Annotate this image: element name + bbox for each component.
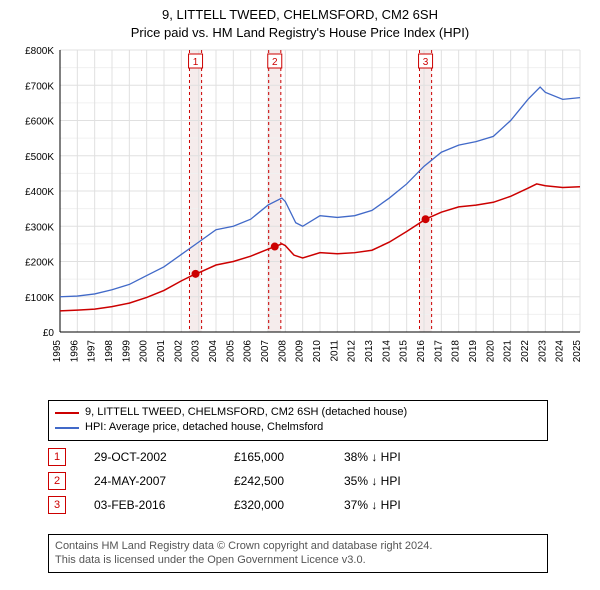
sale-badge: 2 <box>48 472 66 490</box>
svg-text:2005: 2005 <box>225 340 236 363</box>
svg-text:1: 1 <box>193 57 199 68</box>
svg-text:2008: 2008 <box>277 340 288 363</box>
chart-titles: 9, LITTELL TWEED, CHELMSFORD, CM2 6SH Pr… <box>0 0 600 41</box>
sale-price: £242,500 <box>234 474 344 488</box>
svg-text:£500K: £500K <box>25 152 54 163</box>
legend-label: 9, LITTELL TWEED, CHELMSFORD, CM2 6SH (d… <box>85 405 407 420</box>
title-address: 9, LITTELL TWEED, CHELMSFORD, CM2 6SH <box>0 6 600 24</box>
footer-attribution: Contains HM Land Registry data © Crown c… <box>48 534 548 573</box>
footer-line: This data is licensed under the Open Gov… <box>55 553 541 567</box>
svg-text:2001: 2001 <box>156 340 167 363</box>
svg-text:2015: 2015 <box>399 340 410 363</box>
legend: 9, LITTELL TWEED, CHELMSFORD, CM2 6SH (d… <box>48 400 548 441</box>
svg-text:2009: 2009 <box>295 340 306 363</box>
svg-text:£0: £0 <box>43 328 55 339</box>
footer-line: Contains HM Land Registry data © Crown c… <box>55 539 541 553</box>
svg-text:£300K: £300K <box>25 222 54 233</box>
svg-text:£800K: £800K <box>25 46 54 57</box>
chart-area: £0 £100K £200K £300K £400K £500K £600K £700K £80… <box>10 42 590 392</box>
svg-text:2021: 2021 <box>503 340 514 363</box>
sale-diff: 38% ↓ HPI <box>344 450 401 464</box>
svg-text:2010: 2010 <box>312 340 323 363</box>
sale-diff: 37% ↓ HPI <box>344 498 401 512</box>
sale-date: 24-MAY-2007 <box>94 474 234 488</box>
svg-text:2016: 2016 <box>416 340 427 363</box>
svg-text:2002: 2002 <box>173 340 184 363</box>
svg-text:2018: 2018 <box>451 340 462 363</box>
svg-text:2020: 2020 <box>485 340 496 363</box>
svg-text:£600K: £600K <box>25 117 54 128</box>
svg-text:2017: 2017 <box>433 340 444 363</box>
svg-text:1999: 1999 <box>121 340 132 363</box>
svg-text:1996: 1996 <box>69 340 80 363</box>
svg-text:2014: 2014 <box>381 340 392 363</box>
svg-text:2013: 2013 <box>364 340 375 363</box>
svg-text:2006: 2006 <box>243 340 254 363</box>
svg-text:2023: 2023 <box>537 340 548 363</box>
sale-diff: 35% ↓ HPI <box>344 474 401 488</box>
svg-text:1997: 1997 <box>87 340 98 363</box>
sales-list: 1 29-OCT-2002 £165,000 38% ↓ HPI 2 24-MA… <box>48 442 548 520</box>
sale-row: 2 24-MAY-2007 £242,500 35% ↓ HPI <box>48 472 548 490</box>
svg-text:2022: 2022 <box>520 340 531 363</box>
legend-swatch <box>55 412 79 414</box>
svg-text:2011: 2011 <box>329 340 340 362</box>
title-subtitle: Price paid vs. HM Land Registry's House … <box>0 24 600 42</box>
sale-badge: 1 <box>48 448 66 466</box>
svg-text:2012: 2012 <box>347 340 358 363</box>
svg-text:£700K: £700K <box>25 81 54 92</box>
svg-text:£200K: £200K <box>25 258 54 269</box>
legend-label: HPI: Average price, detached house, Chel… <box>85 420 323 435</box>
svg-text:£400K: £400K <box>25 187 54 198</box>
svg-text:2: 2 <box>272 57 278 68</box>
sale-badge: 3 <box>48 496 66 514</box>
svg-text:1995: 1995 <box>52 340 63 363</box>
svg-text:2007: 2007 <box>260 340 271 363</box>
legend-item-price: 9, LITTELL TWEED, CHELMSFORD, CM2 6SH (d… <box>55 405 541 420</box>
svg-text:£100K: £100K <box>25 293 54 304</box>
sale-date: 03-FEB-2016 <box>94 498 234 512</box>
svg-text:2019: 2019 <box>468 340 479 363</box>
legend-item-hpi: HPI: Average price, detached house, Chel… <box>55 420 541 435</box>
sale-price: £165,000 <box>234 450 344 464</box>
sale-row: 1 29-OCT-2002 £165,000 38% ↓ HPI <box>48 448 548 466</box>
sale-date: 29-OCT-2002 <box>94 450 234 464</box>
svg-text:2004: 2004 <box>208 340 219 363</box>
sale-row: 3 03-FEB-2016 £320,000 37% ↓ HPI <box>48 496 548 514</box>
sale-price: £320,000 <box>234 498 344 512</box>
svg-text:2025: 2025 <box>572 340 583 363</box>
line-chart: £0 £100K £200K £300K £400K £500K £600K £700K £80… <box>10 42 590 392</box>
legend-swatch <box>55 427 79 429</box>
svg-text:3: 3 <box>423 57 429 68</box>
svg-text:2024: 2024 <box>555 340 566 363</box>
svg-text:2000: 2000 <box>139 340 150 363</box>
svg-text:1998: 1998 <box>104 340 115 363</box>
svg-text:2003: 2003 <box>191 340 202 363</box>
